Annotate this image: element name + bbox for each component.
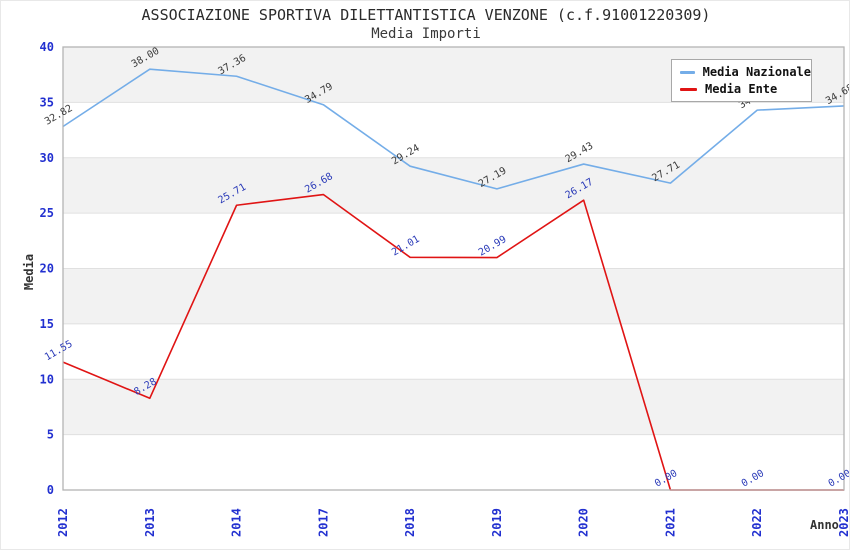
y-tick-label: 0 (47, 483, 54, 497)
x-tick-label: 2023 (837, 508, 850, 537)
x-tick-label: 2020 (577, 508, 591, 537)
chart-subtitle: Media Importi (371, 26, 481, 42)
y-tick-label: 20 (40, 262, 54, 276)
x-tick-label: 2019 (490, 508, 504, 537)
x-tick-label: 2022 (750, 508, 764, 537)
x-tick-label: 2013 (143, 508, 157, 537)
y-tick-label: 40 (40, 40, 54, 54)
x-axis-title: Anno (810, 518, 839, 532)
x-tick-label: 2017 (316, 508, 330, 537)
value-label: 0.00 (653, 468, 679, 490)
chart-title: ASSOCIAZIONE SPORTIVA DILETTANTISTICA VE… (141, 6, 711, 24)
value-label: 11.55 (43, 339, 75, 364)
plot-border (62, 46, 845, 491)
plot-band (63, 157, 844, 214)
x-tick-label: 2021 (663, 508, 677, 537)
plot-band (63, 268, 844, 324)
legend-label-media-ente: Media Ente (705, 82, 778, 96)
series-line-media-nazionale (62, 68, 845, 190)
value-label: 20.99 (477, 234, 509, 259)
legend-item-media-nazionale: Media Nazionale (680, 65, 811, 79)
legend-item-media-ente: Media Ente (680, 82, 811, 96)
x-tick-label: 2018 (403, 508, 417, 537)
legend-line-marker-icon (680, 70, 695, 74)
x-tick-label: 2014 (230, 508, 244, 537)
series-line-media-ente (62, 193, 844, 491)
legend-label-media-nazionale: Media Nazionale (702, 65, 811, 79)
legend: Media Nazionale Media Ente (671, 59, 812, 102)
x-tick-label: 2012 (56, 508, 70, 537)
y-tick-label: 30 (40, 151, 54, 165)
legend-line-marker-icon (680, 87, 697, 91)
y-tick-label: 15 (40, 317, 54, 331)
plot-band (63, 379, 844, 435)
value-label: 0.00 (827, 468, 850, 490)
y-tick-label: 35 (40, 95, 54, 109)
y-tick-label: 5 (47, 428, 54, 442)
y-tick-label: 10 (40, 372, 54, 386)
y-tick-label: 25 (40, 206, 54, 220)
value-label: 0.00 (740, 468, 766, 490)
y-axis-title: Media (22, 253, 37, 291)
